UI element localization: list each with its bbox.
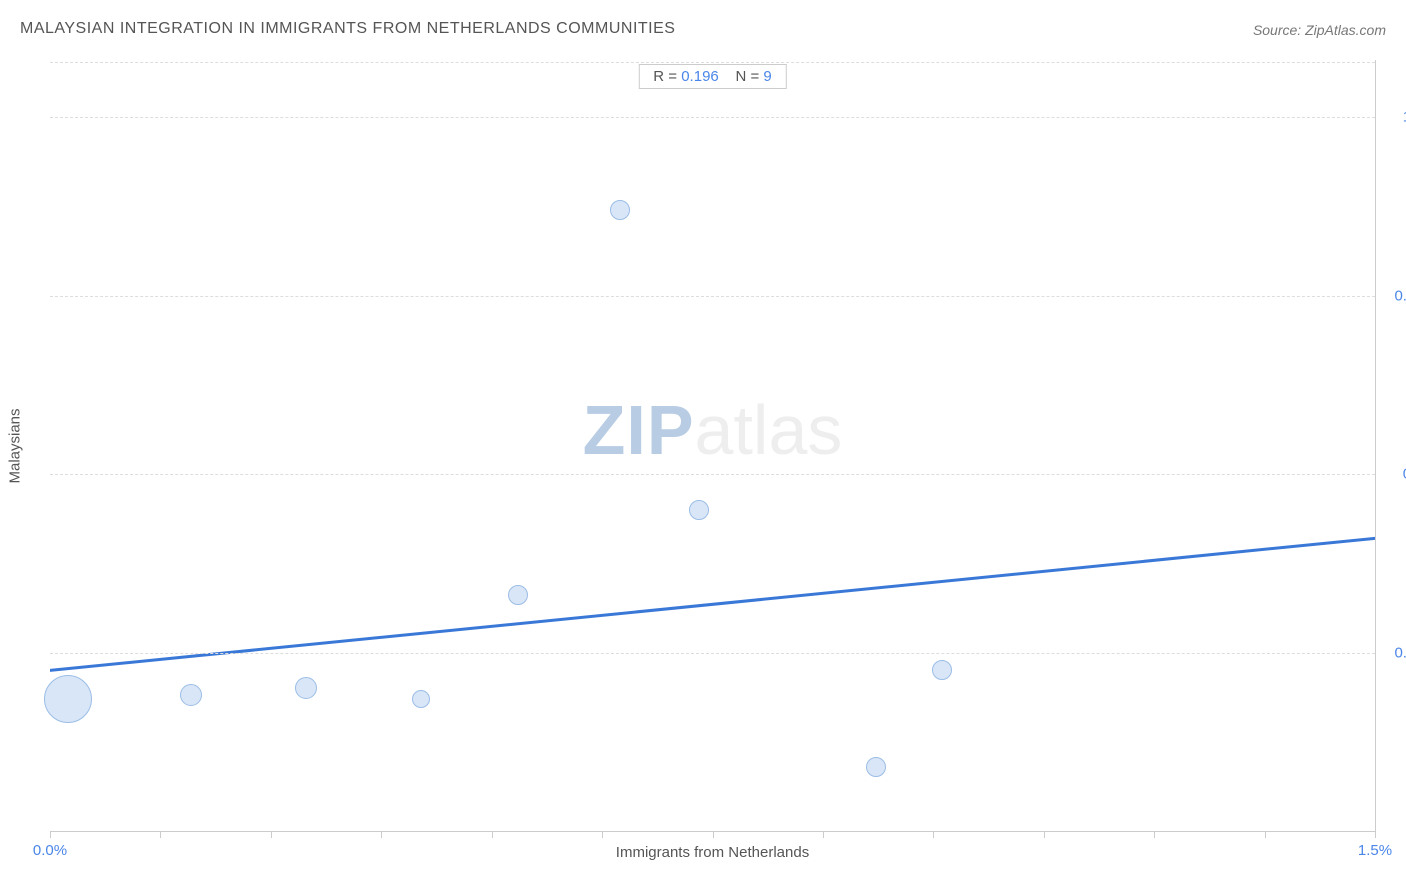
stat-r-value: 0.196 <box>681 68 719 85</box>
x-tick <box>1375 831 1376 838</box>
data-point <box>180 684 202 706</box>
x-tick-label: 1.5% <box>1358 842 1392 859</box>
watermark: ZIPatlas <box>583 390 843 470</box>
gridline <box>50 296 1375 297</box>
x-tick <box>492 831 493 838</box>
x-tick <box>1265 831 1266 838</box>
chart-title: MALAYSIAN INTEGRATION IN IMMIGRANTS FROM… <box>20 20 675 38</box>
trend-line <box>50 60 1375 831</box>
gridline <box>50 117 1375 118</box>
watermark-atlas: atlas <box>695 391 843 469</box>
data-point <box>295 677 317 699</box>
stats-box: R = 0.196 N = 9 <box>638 64 786 89</box>
x-tick <box>271 831 272 838</box>
x-tick <box>823 831 824 838</box>
watermark-zip: ZIP <box>583 391 695 469</box>
stat-r-label: R = <box>653 68 677 85</box>
x-tick <box>381 831 382 838</box>
x-tick <box>602 831 603 838</box>
x-tick <box>1154 831 1155 838</box>
data-point <box>689 500 709 520</box>
gridline <box>50 474 1375 475</box>
data-point <box>866 757 886 777</box>
stat-n-label: N = <box>735 68 759 85</box>
x-tick <box>713 831 714 838</box>
x-tick <box>1044 831 1045 838</box>
data-point <box>44 675 92 723</box>
x-tick <box>933 831 934 838</box>
data-point <box>932 660 952 680</box>
gridline <box>50 653 1375 654</box>
source-attribution: Source: ZipAtlas.com <box>1253 22 1386 38</box>
y-axis-label: Malaysians <box>7 408 24 483</box>
x-tick <box>50 831 51 838</box>
gridline <box>50 62 1375 63</box>
y-tick-label: 0.25% <box>1382 644 1406 661</box>
x-axis-label: Immigrants from Netherlands <box>616 844 809 861</box>
data-point <box>412 690 430 708</box>
x-tick <box>160 831 161 838</box>
stat-n-value: 9 <box>763 68 771 85</box>
data-point <box>508 585 528 605</box>
x-tick-label: 0.0% <box>33 842 67 859</box>
y-tick-label: 0.5% <box>1382 466 1406 483</box>
y-tick-label: 0.75% <box>1382 287 1406 304</box>
plot-area: Malaysians Immigrants from Netherlands Z… <box>50 60 1376 832</box>
data-point <box>610 200 630 220</box>
y-tick-label: 1.0% <box>1382 109 1406 126</box>
